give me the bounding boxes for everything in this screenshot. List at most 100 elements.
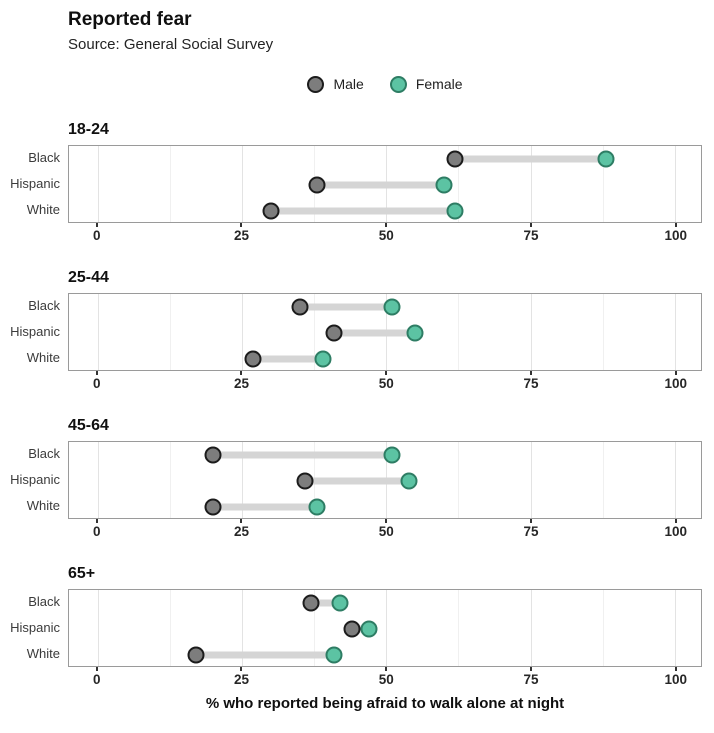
minor-gridline: [602, 145, 604, 222]
female-dot: [400, 472, 418, 490]
tick-label: 50: [378, 523, 394, 539]
female-dot: [314, 350, 332, 368]
legend: Male Female: [68, 75, 702, 93]
panel-row: Black Hispanic White: [0, 588, 702, 667]
tick-mark: [674, 222, 677, 227]
tick-mark: [529, 666, 532, 671]
female-dot: [360, 620, 378, 638]
female-dot: [383, 298, 401, 316]
tick-mark: [674, 518, 677, 523]
y-axis-labels: Black Hispanic White: [0, 293, 68, 371]
tick-label: 50: [378, 227, 394, 243]
major-gridline: [674, 589, 676, 666]
male-dot: [244, 350, 262, 368]
y-axis-labels: Black Hispanic White: [0, 441, 68, 519]
facet-25-44: 25-44 Black Hispanic White 0 25 50 75 100: [0, 269, 702, 393]
dumbbell-bar: [305, 477, 410, 485]
plot-panel: [68, 588, 702, 667]
legend-label-female: Female: [415, 76, 463, 93]
female-dot: [446, 202, 464, 220]
category-label: Black: [28, 445, 60, 461]
tick-label: 25: [233, 671, 249, 687]
major-gridline: [530, 145, 532, 222]
tick-mark: [240, 370, 243, 375]
y-axis-labels: Black Hispanic White: [0, 589, 68, 667]
facet-title: 65+: [68, 564, 96, 582]
dumbbell-bar: [213, 451, 392, 459]
category-label: Hispanic: [10, 323, 60, 339]
female-dot: [435, 176, 453, 194]
major-gridline: [241, 441, 243, 518]
minor-gridline: [169, 145, 171, 222]
x-axis: 0 25 50 75 100: [68, 666, 702, 689]
tick-mark: [674, 666, 677, 671]
tick-label: 100: [664, 523, 688, 539]
minor-gridline: [314, 293, 316, 370]
dumbbell-bar: [253, 355, 323, 363]
tick-mark: [529, 518, 532, 523]
tick-label: 75: [523, 671, 539, 687]
major-gridline: [530, 441, 532, 518]
female-dot: [331, 594, 349, 612]
dumbbell-bar: [213, 503, 317, 511]
x-axis: 0 25 50 75 100: [68, 370, 702, 393]
major-gridline: [674, 145, 676, 222]
tick-mark: [385, 370, 388, 375]
tick-label: 25: [233, 523, 249, 539]
tick-label: 75: [523, 523, 539, 539]
tick-label: 0: [92, 375, 101, 391]
major-gridline: [241, 589, 243, 666]
female-dot: [325, 646, 343, 664]
male-dot: [187, 646, 205, 664]
dumbbell-bar: [351, 625, 369, 633]
minor-gridline: [458, 589, 460, 666]
dumbbell-bar: [334, 329, 416, 337]
male-dot: [204, 446, 222, 464]
male-dot: [296, 472, 314, 490]
legend-item-male: Male: [307, 75, 364, 93]
major-gridline: [530, 293, 532, 370]
minor-gridline: [458, 293, 460, 370]
dumbbell-bar: [195, 651, 335, 659]
category-label: Black: [28, 297, 60, 313]
major-gridline: [97, 441, 99, 518]
tick-label: 50: [378, 375, 394, 391]
facet-title: 25-44: [68, 268, 109, 286]
major-gridline: [97, 145, 99, 222]
minor-gridline: [458, 441, 460, 518]
minor-gridline: [602, 441, 604, 518]
tick-label: 0: [92, 523, 101, 539]
major-gridline: [97, 589, 99, 666]
major-gridline: [674, 293, 676, 370]
major-gridline: [241, 145, 243, 222]
tick-label: 25: [233, 375, 249, 391]
tick-mark: [95, 518, 98, 523]
legend-swatch-male-icon: [307, 75, 325, 93]
tick-label: 100: [664, 375, 688, 391]
tick-mark: [385, 518, 388, 523]
category-label: Black: [28, 593, 60, 609]
dumbbell-bar: [270, 207, 456, 215]
legend-item-female: Female: [389, 75, 463, 93]
dumbbell-bar: [316, 181, 444, 189]
legend-swatch-female-icon: [389, 75, 407, 93]
plot-panel: [68, 440, 702, 519]
legend-label-male: Male: [333, 76, 364, 93]
tick-mark: [240, 518, 243, 523]
tick-label: 100: [664, 227, 688, 243]
chart-header: Reported fear Source: General Social Sur…: [68, 0, 714, 54]
major-gridline: [97, 293, 99, 370]
tick-label: 75: [523, 227, 539, 243]
male-dot: [204, 498, 222, 516]
female-dot: [406, 324, 424, 342]
facet-title: 18-24: [68, 120, 109, 138]
category-label: Black: [28, 149, 60, 165]
tick-mark: [529, 222, 532, 227]
tick-mark: [529, 370, 532, 375]
tick-mark: [95, 666, 98, 671]
chart-subtitle: Source: General Social Survey: [68, 35, 274, 53]
x-axis-title: % who reported being afraid to walk alon…: [205, 694, 565, 712]
dumbbell-bar: [455, 155, 606, 163]
minor-gridline: [602, 293, 604, 370]
tick-mark: [95, 370, 98, 375]
